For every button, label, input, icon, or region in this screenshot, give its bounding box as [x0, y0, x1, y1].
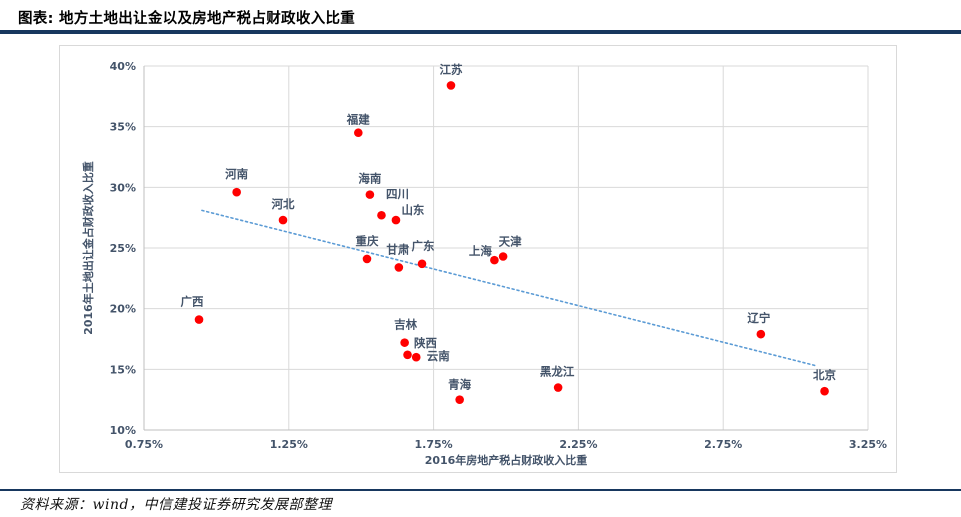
data-point-山东: [391, 215, 401, 225]
x-tick-label: 3.25%: [849, 438, 887, 451]
data-label-辽宁: 辽宁: [747, 311, 770, 325]
data-label-云南: 云南: [427, 349, 450, 363]
data-label-四川: 四川: [386, 187, 409, 201]
data-point-辽宁: [756, 329, 766, 339]
data-label-福建: 福建: [346, 113, 370, 127]
data-label-青海: 青海: [448, 378, 471, 392]
x-tick-label: 1.75%: [415, 438, 453, 451]
page-title: 图表: 地方土地出让金以及房地产税占财政收入比重: [18, 11, 356, 27]
x-axis-title: 2016年房地产税占财政收入比重: [425, 453, 588, 467]
footer-divider-rule: [0, 489, 961, 491]
data-point-重庆: [362, 254, 372, 264]
y-tick-label: 20%: [110, 303, 136, 316]
data-label-陕西: 陕西: [414, 336, 437, 350]
data-label-广东: 广东: [412, 239, 435, 253]
data-point-天津: [498, 252, 508, 261]
data-point-福建: [354, 128, 363, 138]
x-tick-label: 0.75%: [125, 438, 163, 451]
data-point-陕西: [403, 350, 412, 360]
data-point-四川: [377, 210, 386, 220]
data-point-黑龙江: [553, 383, 563, 392]
x-tick-label: 2.25%: [559, 438, 597, 451]
y-tick-label: 25%: [110, 242, 136, 255]
data-label-黑龙江: 黑龙江: [540, 365, 575, 379]
data-point-北京: [820, 386, 829, 396]
data-label-海南: 海南: [358, 172, 381, 186]
y-axis-title: 2016年土地出让金占财政收入比重: [81, 161, 95, 335]
y-tick-label: 40%: [110, 60, 136, 73]
y-tick-label: 15%: [110, 363, 136, 376]
data-label-天津: 天津: [499, 234, 522, 248]
title-divider-rule: [0, 30, 961, 34]
data-label-重庆: 重庆: [355, 234, 378, 248]
data-label-河北: 河北: [272, 197, 295, 211]
data-label-河南: 河南: [225, 167, 248, 181]
data-point-青海: [455, 395, 464, 404]
data-label-北京: 北京: [813, 368, 836, 382]
data-point-甘肃: [394, 263, 404, 272]
scatter-chart-container: 10% 15% 20% 25% 30% 35% 40% 0.75% 1.25% 1.75% 2.25…: [59, 45, 897, 473]
x-tick-label: 2.75%: [704, 438, 742, 451]
source-note: 资料来源：wind，中信建投证券研究发展部整理: [20, 497, 332, 513]
trendline: [201, 209, 817, 367]
data-point-河北: [278, 215, 288, 225]
data-point-海南: [365, 190, 375, 199]
data-point-广东: [417, 259, 427, 269]
y-tick-label: 10%: [110, 424, 136, 437]
data-point-吉林: [400, 338, 409, 347]
data-point-河南: [232, 187, 241, 197]
data-point-广西: [194, 315, 204, 324]
y-tick-label: 35%: [110, 121, 136, 134]
data-label-江苏: 江苏: [439, 62, 462, 76]
data-point-云南: [411, 352, 421, 362]
data-label-山东: 山东: [401, 203, 424, 217]
data-label-吉林: 吉林: [394, 318, 417, 332]
data-label-广西: 广西: [181, 295, 204, 309]
data-label-上海: 上海: [469, 244, 492, 258]
data-label-甘肃: 甘肃: [386, 242, 409, 256]
y-tick-label: 30%: [110, 181, 136, 194]
x-tick-label: 1.25%: [270, 438, 308, 451]
data-point-上海: [490, 255, 499, 265]
data-point-江苏: [446, 81, 456, 90]
scatter-plot: 10% 15% 20% 25% 30% 35% 40% 0.75% 1.25% 1.75% 2.25…: [81, 60, 887, 467]
